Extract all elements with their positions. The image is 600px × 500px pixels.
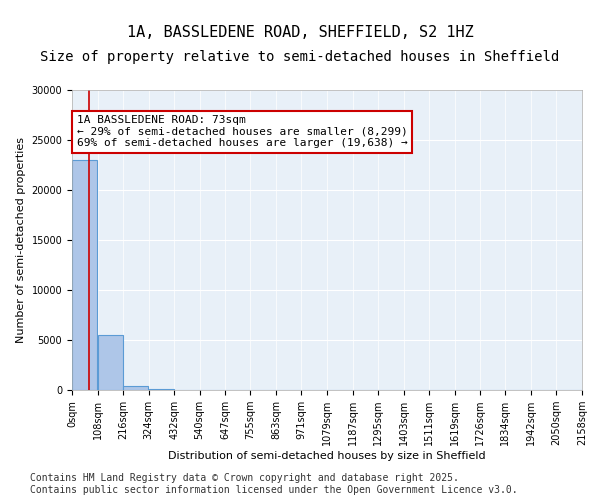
Bar (149, 389, 174, 390)
Bar (123, 386, 148, 390)
Bar (72, 160, 97, 390)
Bar (98, 335, 123, 390)
Text: Contains HM Land Registry data © Crown copyright and database right 2025.
Contai: Contains HM Land Registry data © Crown c… (30, 474, 518, 495)
Text: 1A BASSLEDENE ROAD: 73sqm
← 29% of semi-detached houses are smaller (8,299)
69% : 1A BASSLEDENE ROAD: 73sqm ← 29% of semi-… (77, 115, 407, 148)
X-axis label: Distribution of semi-detached houses by size in Sheffield: Distribution of semi-detached houses by … (168, 451, 486, 461)
Text: Size of property relative to semi-detached houses in Sheffield: Size of property relative to semi-detach… (40, 50, 560, 64)
Y-axis label: Number of semi-detached properties: Number of semi-detached properties (16, 137, 26, 343)
Text: 1A, BASSLEDENE ROAD, SHEFFIELD, S2 1HZ: 1A, BASSLEDENE ROAD, SHEFFIELD, S2 1HZ (127, 25, 473, 40)
